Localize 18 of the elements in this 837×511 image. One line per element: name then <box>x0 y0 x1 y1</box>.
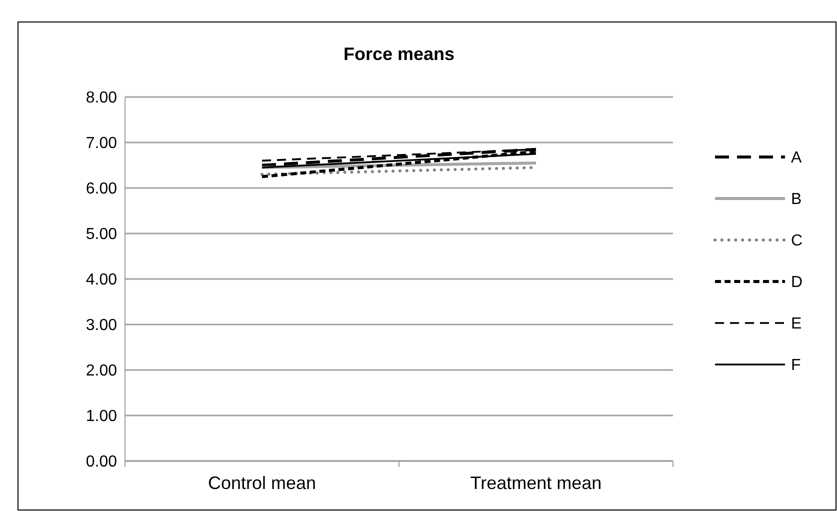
y-tick-label: 7.00 <box>86 135 118 152</box>
x-tick-label: Control mean <box>208 473 316 493</box>
legend-label: A <box>791 150 802 167</box>
y-tick-label: 6.00 <box>86 180 118 198</box>
chart-title: Force means <box>343 44 455 64</box>
legend-label: B <box>791 191 802 208</box>
y-tick-label: 5.00 <box>86 226 118 244</box>
y-tick-label: 4.00 <box>86 272 118 289</box>
y-tick-label: 1.00 <box>86 408 118 426</box>
y-tick-label: 3.00 <box>86 317 118 334</box>
legend-label: F <box>791 357 801 374</box>
legend-label: D <box>791 274 803 292</box>
y-tick-label: 2.00 <box>86 362 118 380</box>
y-tick-label: 0.00 <box>86 454 118 471</box>
y-tick-label: 8.00 <box>86 90 118 107</box>
legend-label: C <box>791 232 803 250</box>
legend-label: E <box>791 316 802 333</box>
x-tick-label: Treatment mean <box>470 473 602 493</box>
